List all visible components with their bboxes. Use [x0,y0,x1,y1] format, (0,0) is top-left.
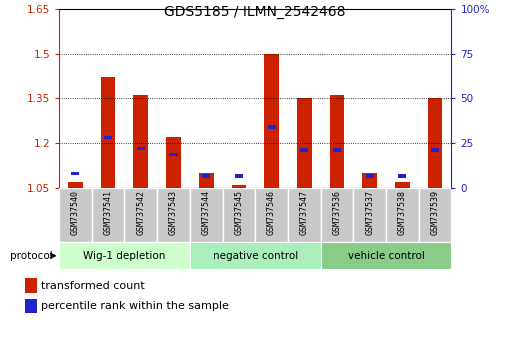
Bar [330,95,344,188]
Bar [101,78,115,188]
FancyBboxPatch shape [321,242,451,269]
Text: vehicle control: vehicle control [348,251,424,261]
Bar [366,174,374,178]
Text: GSM737543: GSM737543 [169,190,178,235]
Bar [199,173,213,188]
FancyBboxPatch shape [288,188,321,242]
Bar [231,185,246,188]
FancyBboxPatch shape [92,188,124,242]
Bar [68,182,83,188]
Bar [333,148,341,152]
Bar [300,148,308,152]
Bar [136,147,145,150]
Bar [25,299,37,313]
Text: negative control: negative control [212,251,298,261]
Bar [104,136,112,139]
FancyBboxPatch shape [190,188,223,242]
Text: GSM737538: GSM737538 [398,190,407,235]
Bar [133,95,148,188]
Text: GSM737544: GSM737544 [202,190,211,235]
FancyBboxPatch shape [386,188,419,242]
Bar [297,98,311,188]
Text: GSM737537: GSM737537 [365,190,374,235]
Text: Wig-1 depletion: Wig-1 depletion [83,251,166,261]
Text: percentile rank within the sample: percentile rank within the sample [41,301,229,311]
FancyBboxPatch shape [419,188,451,242]
FancyBboxPatch shape [157,188,190,242]
Bar [395,182,410,188]
Bar [169,153,177,156]
Text: GSM737545: GSM737545 [234,190,243,235]
Text: GSM737547: GSM737547 [300,190,309,235]
Bar [267,125,275,129]
FancyBboxPatch shape [255,188,288,242]
FancyBboxPatch shape [321,188,353,242]
Text: protocol: protocol [10,251,53,261]
FancyBboxPatch shape [223,188,255,242]
Text: transformed count: transformed count [41,281,145,291]
FancyBboxPatch shape [59,242,190,269]
Bar [362,173,377,188]
Text: GSM737540: GSM737540 [71,190,80,235]
Text: GSM737542: GSM737542 [136,190,145,235]
Bar [25,279,37,293]
Bar [398,174,406,178]
Text: GSM737546: GSM737546 [267,190,276,235]
FancyBboxPatch shape [190,242,321,269]
Bar [428,98,442,188]
Bar [235,174,243,178]
Bar [264,53,279,188]
FancyBboxPatch shape [353,188,386,242]
Text: GSM737541: GSM737541 [104,190,112,235]
Bar [71,172,80,175]
Bar [431,148,439,152]
Text: GSM737539: GSM737539 [430,190,440,235]
Text: GDS5185 / ILMN_2542468: GDS5185 / ILMN_2542468 [165,5,346,19]
FancyBboxPatch shape [59,188,92,242]
FancyBboxPatch shape [124,188,157,242]
Bar [202,174,210,178]
Text: GSM737536: GSM737536 [332,190,342,235]
Bar [166,137,181,188]
